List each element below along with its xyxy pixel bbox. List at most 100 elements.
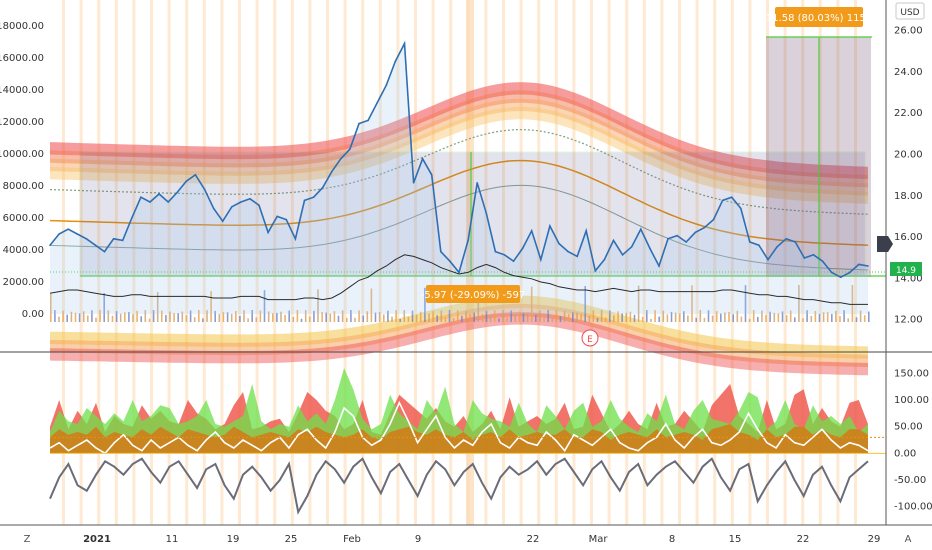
volume-bar	[383, 314, 385, 322]
volume-bar	[633, 314, 636, 322]
volume-bar	[518, 311, 521, 322]
osc-axis-tick: -50.00	[894, 475, 926, 486]
price-point	[349, 148, 351, 150]
volume-bar	[613, 315, 615, 322]
volume-bar	[296, 310, 299, 322]
price-point	[221, 220, 224, 222]
session-stripe	[519, 0, 523, 525]
right-axis-tick: 20.00	[894, 150, 923, 161]
price-point	[503, 254, 506, 256]
volume-bar	[300, 318, 303, 322]
volume-bar	[193, 317, 196, 322]
volume-bar	[177, 313, 179, 322]
volume-bar	[395, 310, 397, 322]
price-point	[358, 122, 360, 125]
price-point	[694, 231, 697, 234]
volume-bar	[366, 311, 369, 322]
volume-bar	[810, 316, 813, 322]
currency-badge[interactable]: USD	[895, 2, 925, 20]
volume-bar	[736, 310, 739, 322]
measure-up-tool[interactable]: 11.58 (80.03%) 1158	[766, 7, 872, 27]
price-point	[749, 241, 751, 243]
volume-bar	[580, 313, 582, 322]
volume-bar	[752, 310, 755, 322]
osc-grey-line	[49, 457, 869, 515]
price-point	[303, 199, 306, 202]
price-point	[121, 239, 124, 242]
volume-bar	[469, 313, 471, 322]
price-point	[821, 260, 824, 263]
time-axis[interactable]: 2021 11 19 25 Feb 9 22 Mar 8 15 22 29	[0, 524, 932, 545]
price-point	[194, 174, 197, 176]
price-point	[512, 260, 515, 263]
volume-bar	[304, 310, 307, 322]
session-stripe	[836, 0, 840, 525]
volume-bar	[362, 315, 364, 322]
volume-bar	[58, 316, 60, 322]
session-stripe	[660, 0, 664, 525]
volume-bar	[50, 294, 52, 322]
session-stripe	[238, 0, 241, 525]
volume-bar	[539, 310, 541, 322]
price-point	[794, 241, 797, 243]
left-axis-tick: 2000.00	[3, 277, 44, 288]
session-stripe	[114, 0, 118, 525]
volume-bar	[777, 313, 780, 322]
oscillator-axis[interactable]: 150.00 100.00 50.00 0.00 -50.00 -100.00	[894, 368, 932, 512]
volume-bar	[456, 310, 459, 322]
price-point	[730, 196, 733, 198]
volume-bar	[325, 312, 327, 322]
session-stripe	[132, 0, 136, 525]
volume-bar	[403, 310, 406, 322]
volume-bar	[481, 314, 484, 322]
oscillator-pane[interactable]	[49, 368, 886, 515]
volume-bar	[662, 310, 665, 322]
volume-bar	[263, 290, 266, 322]
time-axis-tick: 25	[285, 534, 298, 545]
volume-bar	[621, 313, 623, 322]
session-stripe	[590, 0, 593, 525]
session-stripe	[343, 0, 347, 525]
volume-bar	[87, 315, 89, 322]
right-axis[interactable]: 12.00 14.00 16.00 18.00 20.00 22.00 24.00 26.00	[885, 0, 923, 525]
left-axis-tick: 8000.00	[3, 181, 44, 192]
session-stripe	[431, 0, 435, 525]
inner-line	[49, 184, 869, 271]
price-point	[430, 174, 433, 176]
price-point	[567, 250, 569, 253]
volume-bar	[822, 312, 825, 322]
session-stripe	[414, 0, 417, 525]
earnings-event-marker[interactable]: E	[581, 329, 599, 347]
volume-bar	[230, 313, 233, 322]
volume-bar	[218, 314, 221, 322]
volume-bar	[604, 317, 607, 322]
price-point	[276, 215, 279, 218]
session-stripe	[537, 0, 541, 525]
volume-bar	[826, 312, 829, 322]
volume-bar	[272, 313, 274, 322]
session-stripe	[167, 0, 171, 525]
volume-bar	[485, 310, 488, 322]
price-point	[740, 207, 742, 210]
price-point	[839, 276, 842, 279]
volume-bar	[78, 313, 81, 322]
cursor-flag-icon[interactable]	[877, 236, 893, 252]
price-point	[558, 242, 560, 245]
price-point	[658, 265, 660, 267]
measure-down-tool[interactable]: -5.97 (-29.09%) -597	[421, 285, 525, 303]
session-stripe	[326, 0, 329, 525]
auto-scale-button[interactable]: A	[905, 534, 912, 545]
volume-bar	[843, 310, 845, 322]
volume-bar	[440, 310, 443, 322]
price-point	[49, 244, 51, 246]
volume-bar	[259, 310, 262, 322]
volume-bar	[288, 310, 290, 322]
volume-bar	[424, 287, 426, 322]
volume-bar	[247, 318, 249, 322]
price-point	[376, 102, 379, 104]
zoom-button[interactable]: Z	[24, 534, 31, 545]
price-point	[540, 258, 542, 261]
main-price-pane[interactable]	[49, 36, 886, 376]
price-point	[403, 42, 406, 45]
price-point	[176, 191, 178, 194]
